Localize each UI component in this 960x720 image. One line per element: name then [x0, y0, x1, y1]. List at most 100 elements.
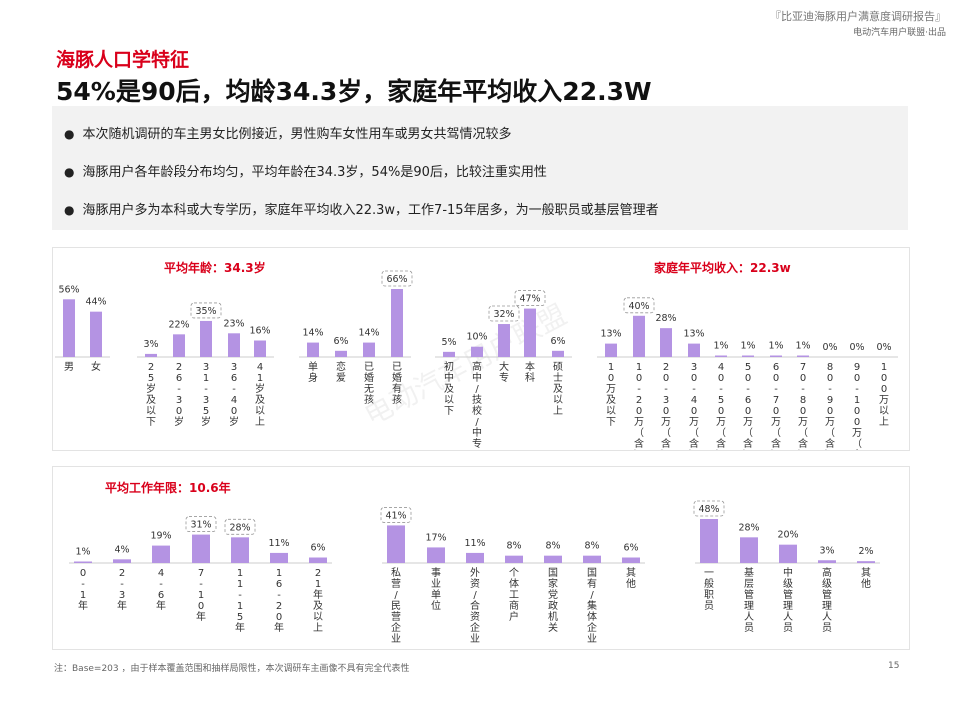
chart-annotation: 平均工作年限：10.6年 — [105, 480, 231, 495]
summary-box: 本次随机调研的车主男女比例接近，男性购车女性用车或男女共驾情况较多 海豚用户各年… — [52, 106, 908, 230]
category-label: 事业单位 — [431, 566, 441, 612]
bar — [363, 342, 375, 357]
data-label: 1% — [713, 341, 728, 352]
category-label: 10-20万（含） — [634, 362, 644, 450]
data-label: 48% — [698, 504, 719, 515]
data-label: 47% — [519, 294, 540, 305]
bar — [797, 355, 809, 357]
bar — [387, 525, 405, 563]
category-label: 2 -3 年 — [117, 568, 127, 612]
data-label: 1% — [768, 341, 783, 352]
chart-demographics: 平均年龄：34.3岁 家庭年平均收入：22.3w 电动汽车用户联盟 56% 男 44% 女 3… — [55, 260, 898, 472]
category-label: 1 0 0 万以上 — [879, 362, 889, 428]
bar — [524, 308, 536, 357]
category-label: 中级管理人员 — [783, 566, 793, 634]
bar — [270, 552, 288, 563]
footnote: 注：Base=203 ，由于样本覆盖范围和抽样局限性，本次调研车主画像不具有完全… — [54, 664, 410, 674]
data-label: 22% — [168, 319, 189, 330]
bar — [231, 537, 249, 563]
data-label: 44% — [85, 297, 106, 308]
data-label: 14% — [358, 328, 379, 339]
category-label: 30-40万（含） — [689, 362, 699, 450]
data-label: 6% — [310, 543, 325, 554]
data-label: 8% — [506, 541, 521, 552]
highlight-box — [514, 290, 546, 306]
bar — [857, 561, 875, 563]
data-label: 41% — [385, 510, 406, 521]
data-label: 4% — [114, 544, 129, 555]
category-label: 高级管理人员 — [822, 566, 832, 634]
highlight-box — [488, 305, 520, 322]
category-label: 个体工商户 — [509, 567, 519, 623]
category-label: 40-50万（含） — [716, 362, 726, 450]
bar — [505, 555, 523, 563]
summary-bullet: 本次随机调研的车主男女比例接近，男性购车女性用车或男女共驾情况较多 — [64, 123, 511, 142]
data-label: 16% — [249, 326, 270, 337]
category-label: 2 5 岁及以下 — [146, 362, 156, 428]
publisher: 电动汽车用户联盟·出品 — [853, 28, 946, 38]
data-label: 3% — [819, 545, 834, 556]
bar — [715, 355, 727, 357]
data-label: 17% — [425, 532, 446, 543]
data-label: 32% — [493, 309, 514, 320]
data-label: 40% — [628, 301, 649, 312]
data-label: 1% — [75, 547, 90, 558]
chart-panel-top: 平均年龄：34.3岁 家庭年平均收入：22.3w 电动汽车用户联盟 56% 男 44% 女 3… — [52, 247, 910, 472]
data-label: 11% — [268, 538, 289, 549]
category-label: 3 1 -3 5 岁 — [201, 362, 211, 428]
bar — [192, 534, 210, 563]
highlight-box — [623, 297, 655, 314]
bar — [660, 328, 672, 357]
category-label: 一般职员 — [704, 568, 714, 612]
bar — [391, 289, 403, 357]
data-label: 10% — [466, 332, 487, 343]
data-label: 11% — [464, 538, 485, 549]
bar — [200, 320, 212, 357]
category-label: 1 1 -1 5 年 — [235, 568, 245, 634]
data-label: 35% — [195, 306, 216, 317]
bar — [173, 334, 185, 357]
bar — [307, 342, 319, 357]
page-headline: 54%是90后，均龄34.3岁，家庭年平均收入22.3W — [56, 77, 652, 106]
chart-panel-bottom: 平均工作年限：10.6年 1% 0 -1 年 4% 2 -3 年 19% 4 -6 年 31% 7 -1 0 年 2… — [52, 466, 910, 650]
bar — [427, 547, 445, 563]
category-label: 4 1 岁及以上 — [255, 362, 265, 428]
watermark: 电动汽车用户联盟 — [359, 298, 572, 432]
data-label: 6% — [333, 336, 348, 347]
category-label: 女 — [91, 360, 101, 373]
category-label: 80-90万（含） — [825, 362, 835, 450]
bar — [779, 544, 797, 563]
bar — [700, 519, 718, 563]
data-label: 2% — [858, 546, 873, 557]
data-label: 0% — [849, 342, 864, 353]
data-label: 8% — [545, 541, 560, 552]
data-label: 28% — [655, 313, 676, 324]
category-label: 高中/技校/中专 — [472, 360, 482, 450]
data-label: 14% — [302, 328, 323, 339]
category-label: 50-60万（含） — [743, 362, 753, 450]
data-label: 1% — [740, 341, 755, 352]
category-label: 恋爱 — [336, 360, 346, 384]
bar — [770, 355, 782, 357]
summary-bullet: 海豚用户各年龄段分布均匀，平均年龄在34.3岁，54%是90后，比较注重实用性 — [64, 161, 546, 180]
data-label: 28% — [229, 522, 250, 533]
data-label: 5% — [441, 337, 456, 348]
category-label: 1 6 -2 0 年 — [274, 568, 284, 634]
bar — [742, 355, 754, 357]
category-label: 2 1 年及以上 — [313, 568, 323, 634]
data-label: 0% — [876, 342, 891, 353]
data-label: 19% — [150, 531, 171, 542]
category-label: 大专 — [499, 360, 509, 384]
page-number: 15 — [888, 661, 900, 671]
bar — [688, 343, 700, 357]
data-label: 23% — [223, 318, 244, 329]
bar — [583, 555, 601, 563]
data-label: 66% — [386, 274, 407, 285]
category-label: 基层管理人员 — [744, 566, 754, 634]
bar — [254, 340, 266, 357]
data-label: 1% — [795, 341, 810, 352]
highlight-box — [185, 516, 217, 532]
bar — [818, 560, 836, 563]
bar — [498, 324, 510, 357]
